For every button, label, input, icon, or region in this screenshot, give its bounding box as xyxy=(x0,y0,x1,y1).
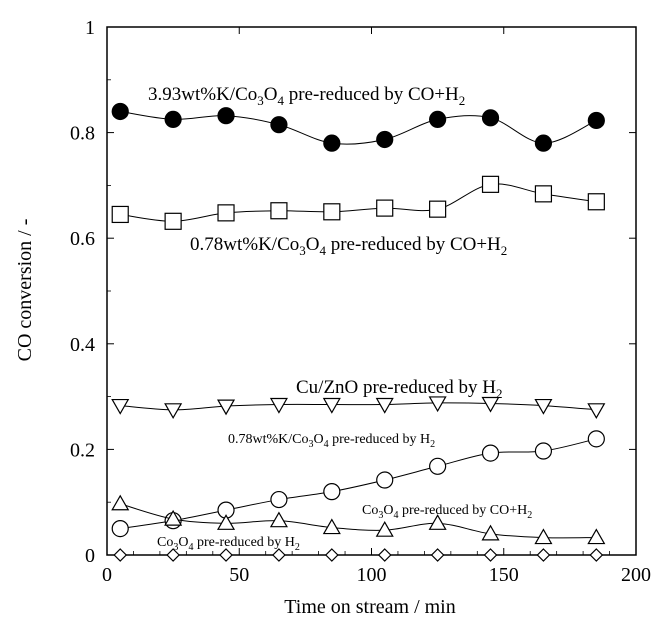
series-0-point-1 xyxy=(164,110,182,129)
series-4-point-5 xyxy=(375,520,394,537)
series-4-point-2 xyxy=(216,514,236,530)
series-0-point-7 xyxy=(481,109,500,127)
series-2-point-5 xyxy=(375,397,394,414)
y-axis-label: CO conversion / - xyxy=(14,219,36,362)
series-2 xyxy=(111,396,606,420)
x-tick-label-0: 0 xyxy=(102,564,112,586)
series-4-point-7 xyxy=(481,524,500,541)
series-5 xyxy=(113,548,604,562)
series-4-point-3 xyxy=(269,511,288,528)
series-2-point-0 xyxy=(111,398,130,415)
y-tick-label-4: 0.8 xyxy=(70,123,95,145)
label-s5: Co3O4 pre-reduced by H2 xyxy=(157,535,300,553)
series-4-point-0 xyxy=(111,494,130,511)
series-1-point-3 xyxy=(270,202,288,220)
series-5-point-9 xyxy=(589,548,604,562)
series-5-point-8 xyxy=(536,548,551,562)
y-tick-label-1: 0.2 xyxy=(70,439,95,461)
series-1-point-5 xyxy=(376,199,394,217)
series-1-point-7 xyxy=(481,175,500,193)
y-tick-label-3: 0.6 xyxy=(70,228,95,250)
series-3-point-3 xyxy=(270,490,288,509)
series-5-point-3 xyxy=(272,548,286,562)
label-s0: 3.93wt%K/Co3O4 pre-reduced by CO+H2 xyxy=(148,84,465,108)
series-3-point-8 xyxy=(534,442,553,460)
series-4-point-1 xyxy=(164,509,183,526)
x-tick-label-4: 200 xyxy=(621,564,651,586)
series-2-point-9 xyxy=(587,403,606,420)
series-2-point-4 xyxy=(322,397,341,414)
series-1-point-1 xyxy=(164,212,182,230)
series-3-point-9 xyxy=(587,430,605,448)
label-s1: 0.78wt%K/Co3O4 pre-reduced by CO+H2 xyxy=(190,234,507,258)
series-5-point-1 xyxy=(166,548,180,562)
series-0-point-8 xyxy=(534,134,553,152)
series-5-point-6 xyxy=(430,548,445,562)
series-0-point-0 xyxy=(111,102,129,121)
label-s2: Cu/ZnO pre-reduced by H2 xyxy=(296,377,502,401)
series-1 xyxy=(111,175,605,230)
series-3-point-0 xyxy=(111,519,129,538)
series-0-line xyxy=(120,110,597,145)
series-3-line xyxy=(120,438,597,530)
series-0-point-2 xyxy=(217,107,235,125)
series-2-point-6 xyxy=(428,396,447,413)
series-2-point-2 xyxy=(216,399,236,416)
series-4-point-8 xyxy=(534,528,553,545)
series-3-point-7 xyxy=(481,444,500,462)
series-2-point-7 xyxy=(481,396,500,413)
series-1-point-9 xyxy=(587,193,605,211)
series-0-point-4 xyxy=(323,134,341,152)
series-4-point-4 xyxy=(322,518,341,535)
series-2-line xyxy=(120,402,597,411)
series-1-line xyxy=(120,183,597,222)
y-tick-label-2: 0.4 xyxy=(70,334,95,356)
series-5-point-5 xyxy=(377,548,392,562)
series-1-point-6 xyxy=(429,200,447,218)
series-3-point-5 xyxy=(376,471,394,489)
series-1-point-4 xyxy=(323,203,341,221)
series-labels: 3.93wt%K/Co3O4 pre-reduced by CO+H2 0.78… xyxy=(148,84,532,553)
series-1-point-2 xyxy=(217,204,235,222)
label-s4: Co3O4 pre-reduced by CO+H2 xyxy=(362,503,532,521)
y-tick-label-0: 0 xyxy=(85,545,95,567)
series-0 xyxy=(111,102,605,152)
series-4-line xyxy=(120,503,597,539)
y-tick-label-5: 1 xyxy=(85,17,95,39)
series-4-point-9 xyxy=(587,528,606,545)
series-2-point-1 xyxy=(164,403,183,420)
x-tick-label-3: 150 xyxy=(489,564,519,586)
series-3-point-6 xyxy=(429,457,447,475)
x-axis-label: Time on stream / min xyxy=(284,596,455,618)
plot-frame xyxy=(106,26,637,556)
series-0-point-3 xyxy=(270,116,288,134)
series-0-point-9 xyxy=(587,111,605,130)
series-4-point-6 xyxy=(428,514,447,530)
series-5-point-7 xyxy=(483,548,498,562)
series-2-point-8 xyxy=(534,398,553,415)
series-0-point-6 xyxy=(429,110,447,129)
series-5-point-2 xyxy=(219,548,233,562)
series-5-point-4 xyxy=(324,548,339,562)
series-1-point-0 xyxy=(111,205,129,224)
x-tick-label-1: 50 xyxy=(229,564,249,586)
series-2-point-3 xyxy=(269,397,288,414)
series-3-point-4 xyxy=(323,483,341,501)
series-0-point-5 xyxy=(376,130,394,149)
series-4 xyxy=(111,494,606,545)
x-tick-label-2: 100 xyxy=(357,564,387,586)
series-5-point-0 xyxy=(113,548,128,562)
label-s3: 0.78wt%K/Co3O4 pre-reduced by H2 xyxy=(228,432,435,450)
series-layer xyxy=(111,102,606,562)
series-1-point-8 xyxy=(534,185,553,203)
